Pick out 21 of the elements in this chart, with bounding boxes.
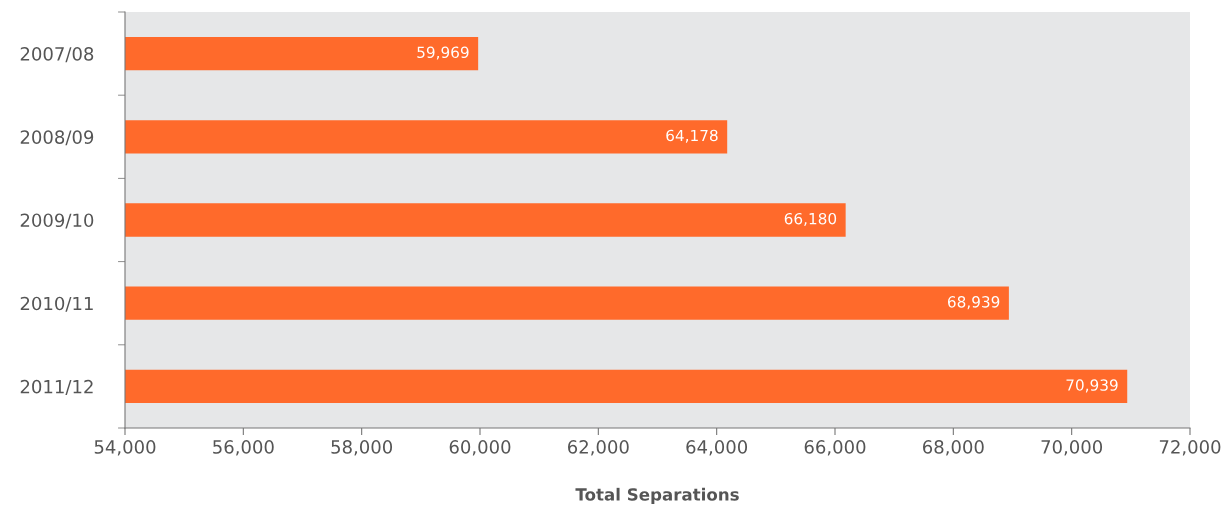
y-tick-label: 2009/10	[20, 213, 94, 229]
data-label: 68,939	[947, 296, 1000, 310]
data-label: 64,178	[666, 129, 718, 143]
x-tick-label: 70,000	[1041, 440, 1103, 456]
x-tick-label: 58,000	[331, 440, 393, 456]
y-tick-label: 2007/08	[20, 47, 94, 63]
x-tick-label: 68,000	[923, 440, 984, 456]
x-tick-label: 60,000	[449, 440, 511, 456]
data-label: 70,939	[1066, 379, 1118, 393]
data-label: 66,180	[784, 212, 837, 226]
x-tick-label: 72,000	[1159, 440, 1221, 456]
x-tick-label: 54,000	[94, 440, 156, 456]
x-axis-title: Total Separations	[575, 487, 739, 504]
data-label: 59,969	[417, 46, 469, 60]
x-tick-label: 56,000	[213, 440, 274, 456]
y-tick-label: 2008/09	[20, 130, 94, 146]
y-tick-label: 2010/11	[20, 296, 93, 312]
x-tick-label: 64,000	[686, 440, 748, 456]
x-tick-label: 66,000	[804, 440, 866, 456]
x-tick-label: 62,000	[568, 440, 629, 456]
y-tick-label: 2011/12	[20, 379, 93, 395]
